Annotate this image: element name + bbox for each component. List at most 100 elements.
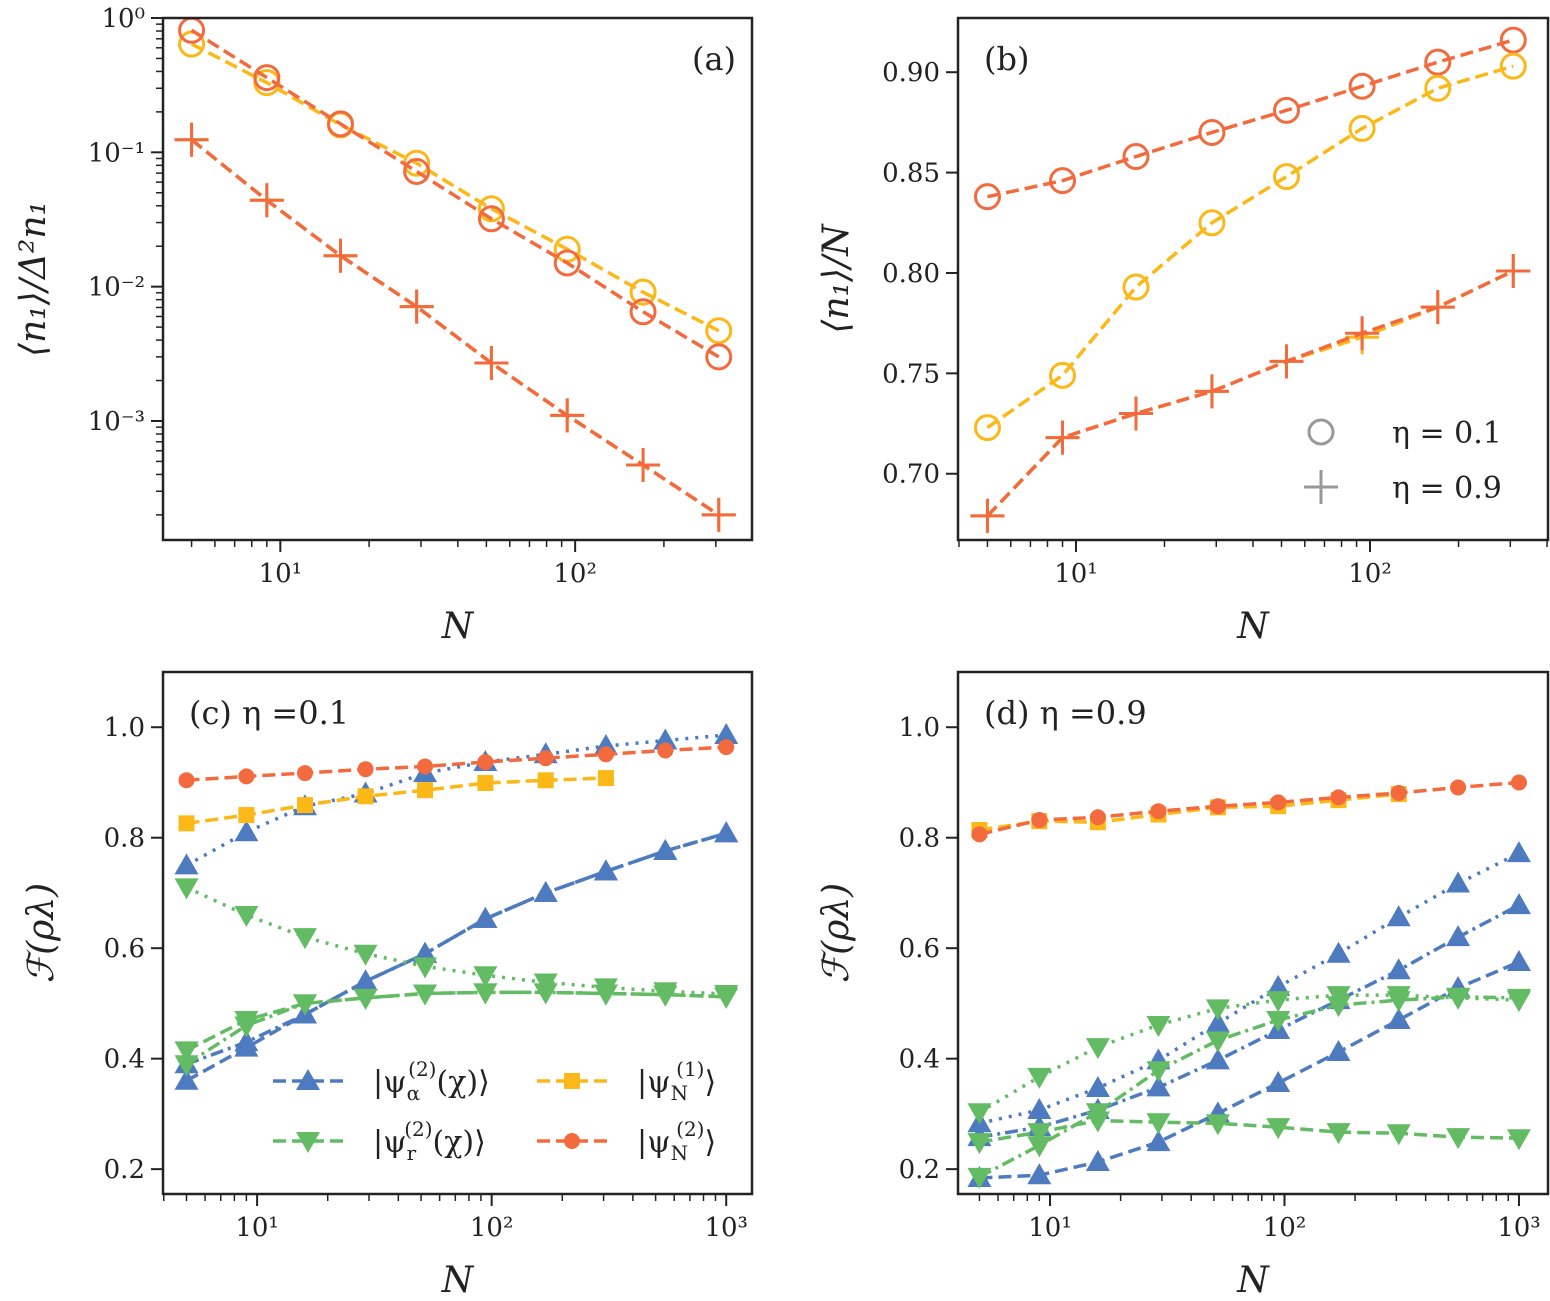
data-point-green-triangle-down: [714, 987, 739, 1009]
data-point-blue-triangle-up: [234, 820, 259, 842]
data-point-red-circle: [253, 64, 281, 92]
y-tick-label: 0.90: [882, 58, 940, 88]
data-point-blue-triangle-up: [1446, 871, 1471, 893]
data-point-yellow-circle: [1424, 74, 1452, 102]
data-point-green-triangle-down: [1266, 991, 1291, 1013]
legend-marker-square: [564, 1073, 580, 1089]
data-point-green-triangle-down: [1146, 1015, 1171, 1037]
y-tick-label: 10⁻³: [88, 407, 145, 437]
data-point-red-circle: [629, 298, 657, 326]
y-tick-label: 0.2: [104, 1155, 145, 1185]
x-tick-label: 10²: [553, 559, 597, 589]
data-point-blue-triangle-up: [1326, 1040, 1351, 1062]
data-point-blue-triangle-up: [174, 853, 199, 875]
data-point-red-plus: [970, 498, 1005, 533]
data-point-yellow-square: [178, 815, 195, 832]
series-group: [174, 722, 739, 1090]
data-point-red-plus: [1118, 396, 1153, 431]
legend-label: |ψN(1)⟩: [637, 1057, 716, 1105]
series-group: [970, 26, 1531, 533]
legend-marker-circle: [1307, 418, 1335, 446]
data-point-green-triangle-down: [1027, 1067, 1052, 1089]
data-point-yellow-circle: [1348, 114, 1376, 142]
y-tick-label: 0.85: [882, 159, 940, 189]
legend-label: |ψα(2)(χ)⟩: [373, 1057, 490, 1105]
series-line-blue-dotted: [979, 851, 1520, 1126]
y-axis-label: ⟨n₁⟩/N: [816, 223, 857, 334]
data-point-green-triangle-down: [1205, 1114, 1230, 1136]
series-group: [967, 774, 1531, 1189]
data-point-green-triangle-down: [1266, 1118, 1291, 1140]
data-point-red-plus: [1496, 253, 1531, 288]
data-point-red-circle: [1424, 48, 1452, 76]
data-point-red-plus: [550, 398, 585, 433]
data-point-red-dot: [1031, 812, 1048, 829]
data-point-red-plus: [1194, 374, 1229, 409]
x-tick-label: 10¹: [235, 1213, 279, 1243]
data-point-yellow-circle: [1273, 163, 1301, 191]
legend-post: (χ)⟩: [437, 1065, 490, 1100]
data-point-blue-triangle-up: [653, 838, 678, 860]
data-point-yellow-square: [417, 782, 434, 799]
data-point-red-dot: [238, 768, 255, 785]
legend-marker-triangle-up: [296, 1069, 320, 1090]
data-point-green-triangle-down: [593, 984, 618, 1006]
data-point-blue-triangle-up: [1506, 841, 1531, 863]
data-point-red-plus: [1345, 316, 1380, 351]
legend-sub: N: [671, 1141, 689, 1165]
y-axis-label: ℱ(ρλ): [816, 883, 857, 983]
data-point-blue-triangle-up: [1205, 1011, 1230, 1033]
y-tick-label: 10⁻¹: [88, 138, 145, 168]
legend-sup: (1): [676, 1057, 704, 1081]
data-point-red-plus: [1045, 420, 1080, 455]
data-point-green-triangle-down: [967, 1133, 992, 1155]
data-point-red-circle: [1122, 143, 1150, 171]
legend-post: (χ)⟩: [433, 1125, 486, 1160]
data-point-red-plus: [249, 183, 284, 218]
data-point-blue-triangle-up: [1085, 1075, 1110, 1097]
legend-pre: |ψ: [373, 1125, 407, 1160]
legend-post: ⟩: [704, 1065, 716, 1100]
data-point-blue-triangle-up: [714, 722, 739, 744]
data-point-blue-triangle-up: [234, 1030, 259, 1052]
legend-marker-plus: [1304, 470, 1338, 504]
data-point-red-circle: [403, 157, 431, 185]
legend-sup: (2): [408, 1057, 436, 1081]
data-point-blue-triangle-up: [1386, 1008, 1411, 1029]
data-point-green-triangle-down: [533, 983, 558, 1005]
data-point-red-dot: [417, 758, 434, 775]
series-line-yellow-dashed: [186, 776, 606, 826]
legend-label: |ψN(2)⟩: [637, 1117, 716, 1165]
legend-sup: (2): [404, 1117, 432, 1141]
data-point-green-triangle-down: [234, 906, 259, 928]
data-point-blue-triangle-up: [653, 728, 678, 750]
x-axis-label: N: [441, 606, 475, 647]
data-point-red-dot: [1089, 809, 1106, 826]
data-point-green-triangle-down: [967, 1103, 992, 1125]
x-tick-label: 10¹: [1054, 559, 1098, 589]
data-point-yellow-circle: [705, 317, 733, 345]
data-point-blue-triangle-up: [533, 880, 558, 902]
legend-marker-dot: [564, 1133, 580, 1149]
data-point-yellow-square: [357, 788, 374, 805]
data-point-green-triangle-down: [1027, 1136, 1052, 1158]
data-point-blue-triangle-up: [1446, 925, 1471, 947]
axes-frame: [161, 670, 754, 1196]
series-line-green-dashed: [185, 990, 727, 1052]
data-point-green-triangle-down: [353, 944, 378, 966]
series-line-yellow-dashed: [986, 64, 1514, 430]
legend-sub: α: [407, 1081, 421, 1105]
x-tick-label: 10¹: [1028, 1213, 1072, 1243]
data-point-green-triangle-down: [473, 966, 498, 988]
data-point-green-triangle-down: [1446, 987, 1471, 1009]
panel-b: 10¹ 10² 0.70 0.75 0.80 0.85 0.90 (b) N ⟨n₁⟩/N η = …: [816, 16, 1550, 647]
series-line-green-dotted: [978, 993, 1520, 1114]
x-tick-label: 10²: [1263, 1213, 1307, 1243]
y-tick-label: 1.0: [104, 713, 145, 743]
data-point-yellow-circle: [1049, 361, 1077, 389]
legend-marker-triangle-down: [296, 1132, 320, 1153]
data-point-green-triangle-down: [292, 928, 317, 950]
data-point-red-circle: [1273, 96, 1301, 124]
data-point-green-triangle-down: [353, 988, 378, 1010]
series-line-red-dashed: [979, 780, 1520, 837]
